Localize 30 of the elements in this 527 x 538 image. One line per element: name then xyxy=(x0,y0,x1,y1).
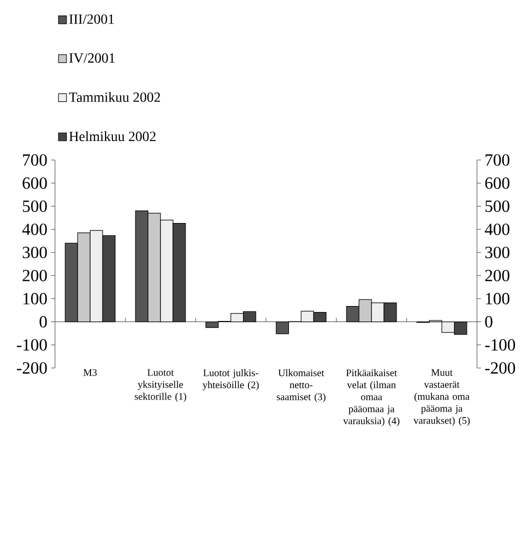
y-tick-label: -200 xyxy=(485,362,516,374)
y2-tick-label: 100 xyxy=(23,292,47,304)
y2-tick-label: 200 xyxy=(22,270,47,282)
legend-label: Tammikuu 2002 xyxy=(69,92,160,102)
y2-tick-label: 400 xyxy=(22,224,47,236)
y-tick-label: 200 xyxy=(485,270,510,282)
y-tick-label: 100 xyxy=(486,292,510,304)
y-tick-label: 300 xyxy=(485,246,510,258)
y2-tick-label: 300 xyxy=(22,246,47,258)
y-tick-label: 0 xyxy=(485,316,492,328)
y-tick-label: 400 xyxy=(484,224,510,236)
y-tick-label: 700 xyxy=(486,154,510,166)
x-tick-label: Luotot julkis-yhteisöille (2) xyxy=(202,369,259,390)
legend-label: Helmikuu 2002 xyxy=(69,131,156,142)
x-tick-label: Muut vastaerät (mukana oma pääoma ja varaukset) (5) xyxy=(414,369,470,426)
x-tick-label: Ulkomaiset netto-saamiset (3) xyxy=(276,369,326,402)
y2-tick-label: 500 xyxy=(22,200,47,212)
x-tick-label: M3 xyxy=(84,369,97,376)
y2-tick-label: 700 xyxy=(23,154,47,166)
x-tick-label: Pitkäaikaiset velat (ilman omaa pääomaa ja varauksia) (4) xyxy=(343,369,400,426)
x-tick-label: Luotot yksityiselle sektorille (1) xyxy=(134,369,186,402)
legend-label: IV/2001 xyxy=(69,53,115,63)
y2-tick-label: 600 xyxy=(22,177,47,189)
y-tick-label: 600 xyxy=(485,177,510,189)
legend-label: III/2001 xyxy=(69,14,114,24)
y2-tick-label: 0 xyxy=(40,316,47,328)
y2-tick-label: -100 xyxy=(16,339,47,351)
y2-tick-label: -200 xyxy=(16,362,47,374)
y-tick-label: 500 xyxy=(486,200,510,212)
y-tick-label: -100 xyxy=(485,339,516,351)
